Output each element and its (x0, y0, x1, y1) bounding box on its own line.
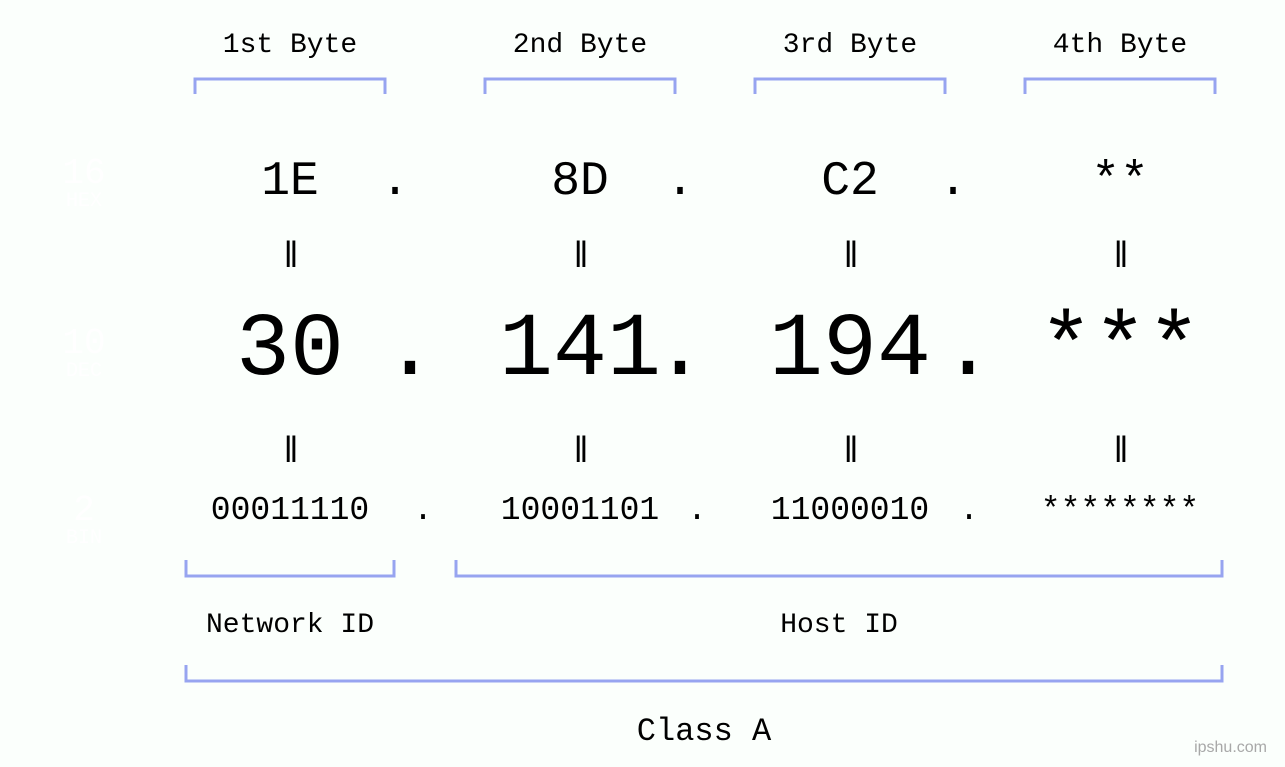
top-bracket-1 (194, 78, 386, 98)
hex-byte-3: C2 (750, 155, 950, 209)
hex-dot-3: . (933, 155, 973, 209)
base-badge-dec: 10DEC (45, 320, 123, 390)
top-bracket-3 (754, 78, 946, 98)
byte-header-3: 3rd Byte (740, 30, 960, 61)
base-badge-num: 2 (45, 493, 123, 529)
hex-byte-2: 8D (480, 155, 680, 209)
network-id-label: Network ID (185, 610, 395, 641)
bin-byte-4: ******** (990, 492, 1250, 529)
byte-header-1: 1st Byte (180, 30, 400, 61)
hex-byte-1: 1E (190, 155, 390, 209)
bin-byte-1: 00011110 (160, 492, 420, 529)
equals-dec-bin-1: ǁ (260, 432, 320, 473)
base-badge-name: DEC (45, 362, 123, 382)
dec-byte-4: *** (980, 300, 1260, 402)
dec-dot-2: . (650, 300, 710, 402)
bin-byte-3: 11000010 (720, 492, 980, 529)
byte-header-2: 2nd Byte (470, 30, 690, 61)
dec-dot-3: . (938, 300, 998, 402)
bin-dot-3: . (954, 492, 984, 529)
base-badge-name: BIN (45, 529, 123, 549)
watermark: ipshu.com (1194, 739, 1267, 757)
equals-dec-bin-2: ǁ (550, 432, 610, 473)
bin-dot-1: . (408, 492, 438, 529)
base-badge-bin: 2BIN (45, 487, 123, 557)
equals-hex-dec-2: ǁ (550, 237, 610, 278)
equals-dec-bin-3: ǁ (820, 432, 880, 473)
equals-hex-dec-1: ǁ (260, 237, 320, 278)
equals-hex-dec-3: ǁ (820, 237, 880, 278)
dec-dot-1: . (380, 300, 440, 402)
bin-dot-2: . (682, 492, 712, 529)
hex-byte-4: ** (1020, 155, 1220, 209)
base-badge-hex: 16HEX (45, 150, 123, 220)
class-bracket (185, 665, 1223, 685)
base-badge-num: 16 (45, 156, 123, 192)
base-badge-num: 10 (45, 326, 123, 362)
host-id-label: Host ID (455, 610, 1223, 641)
top-bracket-2 (484, 78, 676, 98)
byte-header-4: 4th Byte (1010, 30, 1230, 61)
bin-byte-2: 10001101 (450, 492, 710, 529)
top-bracket-4 (1024, 78, 1216, 98)
hex-dot-1: . (375, 155, 415, 209)
base-badge-name: HEX (45, 192, 123, 212)
network-id-bracket (185, 560, 395, 580)
host-id-bracket (455, 560, 1223, 580)
equals-hex-dec-4: ǁ (1090, 237, 1150, 278)
equals-dec-bin-4: ǁ (1090, 432, 1150, 473)
hex-dot-2: . (660, 155, 700, 209)
class-label: Class A (185, 713, 1223, 750)
